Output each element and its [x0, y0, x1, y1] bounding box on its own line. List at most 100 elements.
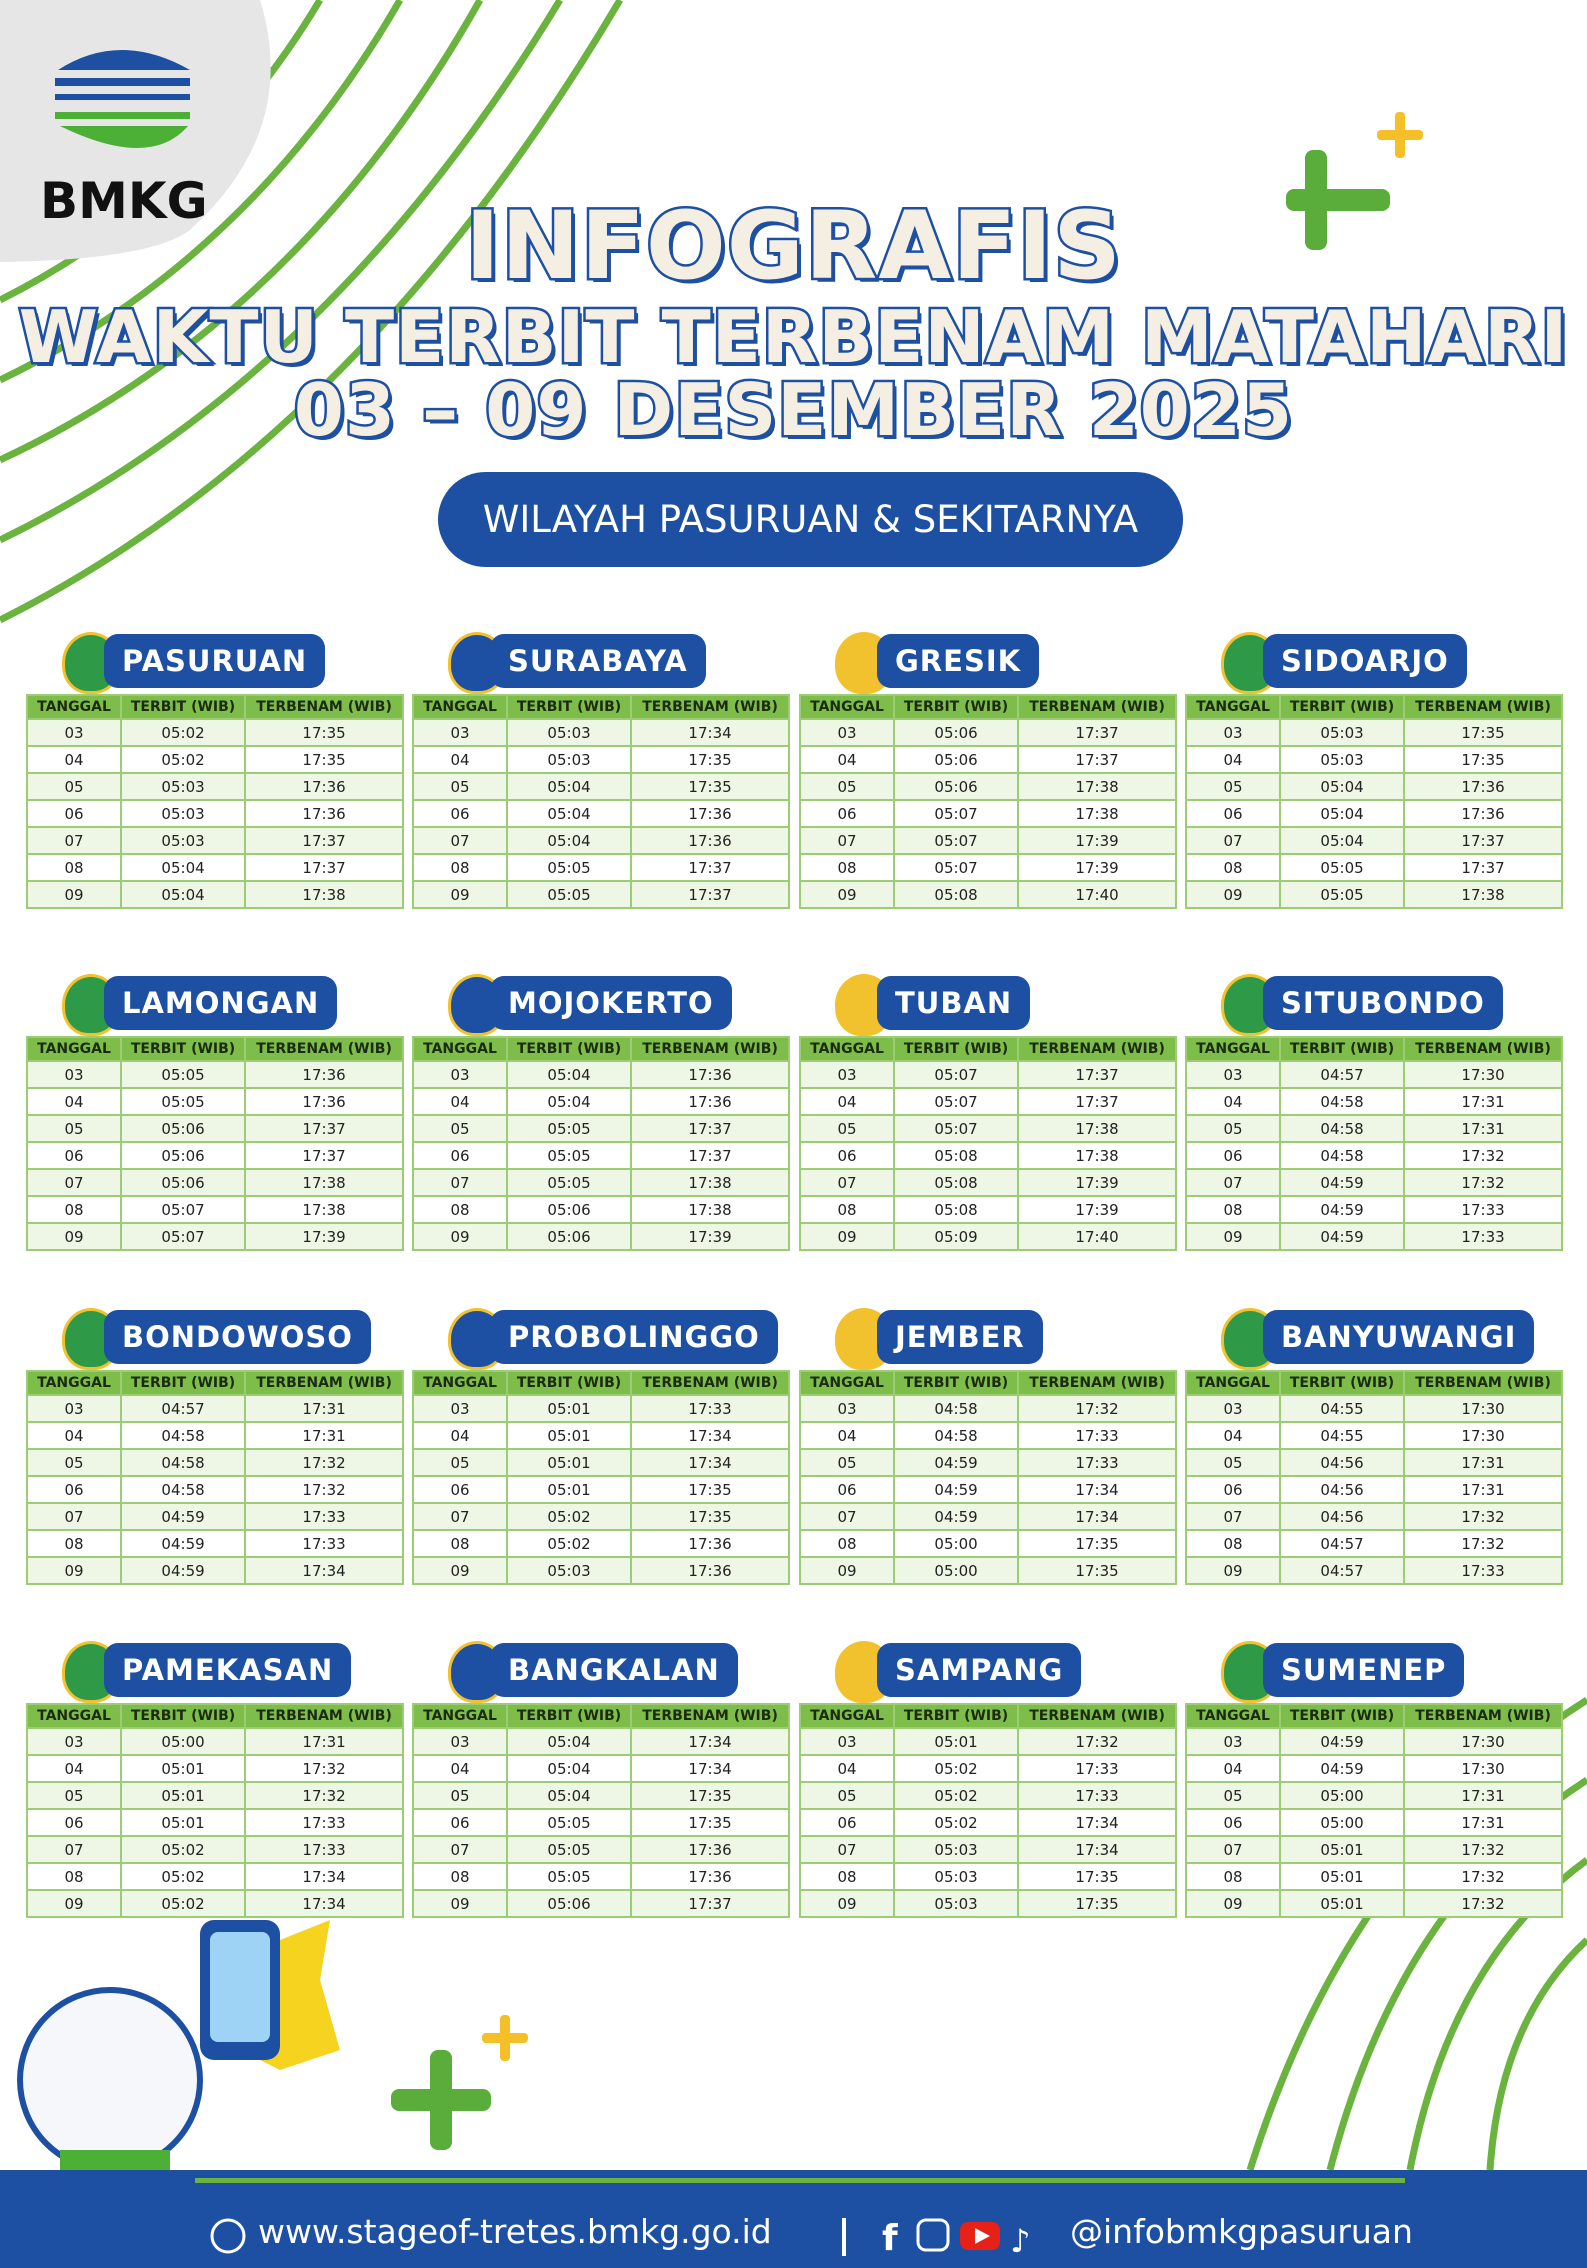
cell: 05:02	[119, 1889, 247, 1918]
cell: 05:05	[505, 1168, 633, 1197]
cell: 03	[412, 1394, 508, 1423]
cell: 05:05	[505, 1114, 633, 1143]
row: 06 05:04 17:36	[412, 799, 790, 828]
row: 07 05:03 17:34	[799, 1835, 1177, 1864]
cell: 17:36	[244, 1060, 404, 1089]
row: 06 04:56 17:31	[1185, 1475, 1563, 1504]
column-header: TERBIT (WIB)	[119, 1703, 247, 1729]
row: 09 04:57 17:33	[1185, 1556, 1563, 1585]
cell: 04:58	[892, 1394, 1020, 1423]
cell: 17:32	[1403, 1862, 1563, 1891]
row: 04 05:01 17:32	[26, 1754, 404, 1783]
row: 08 05:02 17:34	[26, 1862, 404, 1891]
cell: 04	[26, 1087, 122, 1116]
header-row: TANGGAL TERBIT (WIB) TERBENAM (WIB)	[26, 694, 404, 720]
cell: 04	[412, 745, 508, 774]
cell: 07	[412, 1502, 508, 1531]
cell: 04:56	[1278, 1448, 1406, 1477]
column-header: TERBENAM (WIB)	[244, 1036, 404, 1062]
row: 05 05:06 17:37	[26, 1114, 404, 1143]
cell: 03	[1185, 1394, 1281, 1423]
row: 05 04:58 17:32	[26, 1448, 404, 1477]
row: 04 05:04 17:34	[412, 1754, 790, 1783]
cell: 17:40	[1017, 880, 1177, 909]
row: 04 04:58 17:33	[799, 1421, 1177, 1450]
cell: 07	[1185, 1502, 1281, 1531]
cell: 17:37	[244, 826, 404, 855]
cell: 05:02	[119, 745, 247, 774]
schedule-table: TANGGAL TERBIT (WIB) TERBENAM (WIB) 03 05:02…	[26, 694, 404, 909]
cell: 17:30	[1403, 1754, 1563, 1783]
row: 03 05:02 17:35	[26, 718, 404, 747]
schedule-table: TANGGAL TERBIT (WIB) TERBENAM (WIB) 03 04:57…	[1185, 1036, 1563, 1251]
cell: 05:03	[119, 772, 247, 801]
title: INFOGRAFIS	[463, 190, 1124, 304]
cell: 03	[412, 1060, 508, 1089]
cell: 17:36	[630, 1087, 790, 1116]
cell: 05:01	[505, 1421, 633, 1450]
cell: 08	[1185, 853, 1281, 882]
cell: 03	[26, 1060, 122, 1089]
cell: 05:04	[119, 853, 247, 882]
column-header: TERBIT (WIB)	[892, 1370, 1020, 1396]
cell: 17:38	[1017, 1141, 1177, 1170]
cell: 04:59	[119, 1556, 247, 1585]
column-header: TERBENAM (WIB)	[630, 1703, 790, 1729]
cell: 17:34	[1017, 1475, 1177, 1504]
cell: 05:01	[1278, 1835, 1406, 1864]
cell: 05	[1185, 1781, 1281, 1810]
cell: 05:01	[1278, 1862, 1406, 1891]
header-row: TANGGAL TERBIT (WIB) TERBENAM (WIB)	[412, 1370, 790, 1396]
column-header: TERBIT (WIB)	[892, 694, 1020, 720]
row: 04 04:58 17:31	[1185, 1087, 1563, 1116]
cell: 17:33	[630, 1394, 790, 1423]
region-label: PASURUAN	[104, 634, 326, 688]
cell: 04:57	[1278, 1529, 1406, 1558]
cell: 05:06	[119, 1168, 247, 1197]
row: 08 05:07 17:38	[26, 1195, 404, 1224]
column-header: TANGGAL	[26, 694, 122, 720]
cell: 05:05	[119, 1060, 247, 1089]
cell: 04:57	[119, 1394, 247, 1423]
cell: 04:58	[1278, 1114, 1406, 1143]
row: 08 05:01 17:32	[1185, 1862, 1563, 1891]
cell: 17:34	[244, 1889, 404, 1918]
cell: 09	[1185, 880, 1281, 909]
row: 07 04:59 17:32	[1185, 1168, 1563, 1197]
cell: 05:05	[505, 1862, 633, 1891]
cell: 17:36	[244, 1087, 404, 1116]
cell: 04	[799, 745, 895, 774]
cell: 17:34	[1017, 1808, 1177, 1837]
cell: 17:31	[244, 1727, 404, 1756]
row: 09 05:05 17:38	[1185, 880, 1563, 909]
cell: 17:36	[1403, 799, 1563, 828]
row: 03 05:07 17:37	[799, 1060, 1177, 1089]
column-header: TERBENAM (WIB)	[1017, 694, 1177, 720]
cell: 05:04	[505, 799, 633, 828]
column-header: TERBIT (WIB)	[892, 1703, 1020, 1729]
cell: 09	[412, 1556, 508, 1585]
column-header: TERBENAM (WIB)	[1403, 1370, 1563, 1396]
cell: 05:02	[505, 1502, 633, 1531]
cell: 05	[799, 1448, 895, 1477]
cell: 05	[1185, 1114, 1281, 1143]
row: 06 05:02 17:34	[799, 1808, 1177, 1837]
row: 03 04:59 17:30	[1185, 1727, 1563, 1756]
cell: 04	[26, 1754, 122, 1783]
column-header: TERBIT (WIB)	[1278, 1370, 1406, 1396]
cell: 17:38	[1017, 772, 1177, 801]
cell: 07	[26, 1835, 122, 1864]
region-label: PAMEKASAN	[104, 1643, 352, 1697]
column-header: TERBIT (WIB)	[505, 1703, 633, 1729]
row: 05 05:04 17:35	[412, 772, 790, 801]
row: 05 04:56 17:31	[1185, 1448, 1563, 1477]
footer-line	[195, 2178, 1405, 2183]
cell: 06	[1185, 799, 1281, 828]
cell: 17:36	[630, 1529, 790, 1558]
cell: 06	[26, 799, 122, 828]
cell: 09	[26, 1556, 122, 1585]
cell: 08	[26, 1529, 122, 1558]
cell: 05:06	[892, 745, 1020, 774]
region-label: BONDOWOSO	[104, 1310, 371, 1364]
row: 05 05:03 17:36	[26, 772, 404, 801]
